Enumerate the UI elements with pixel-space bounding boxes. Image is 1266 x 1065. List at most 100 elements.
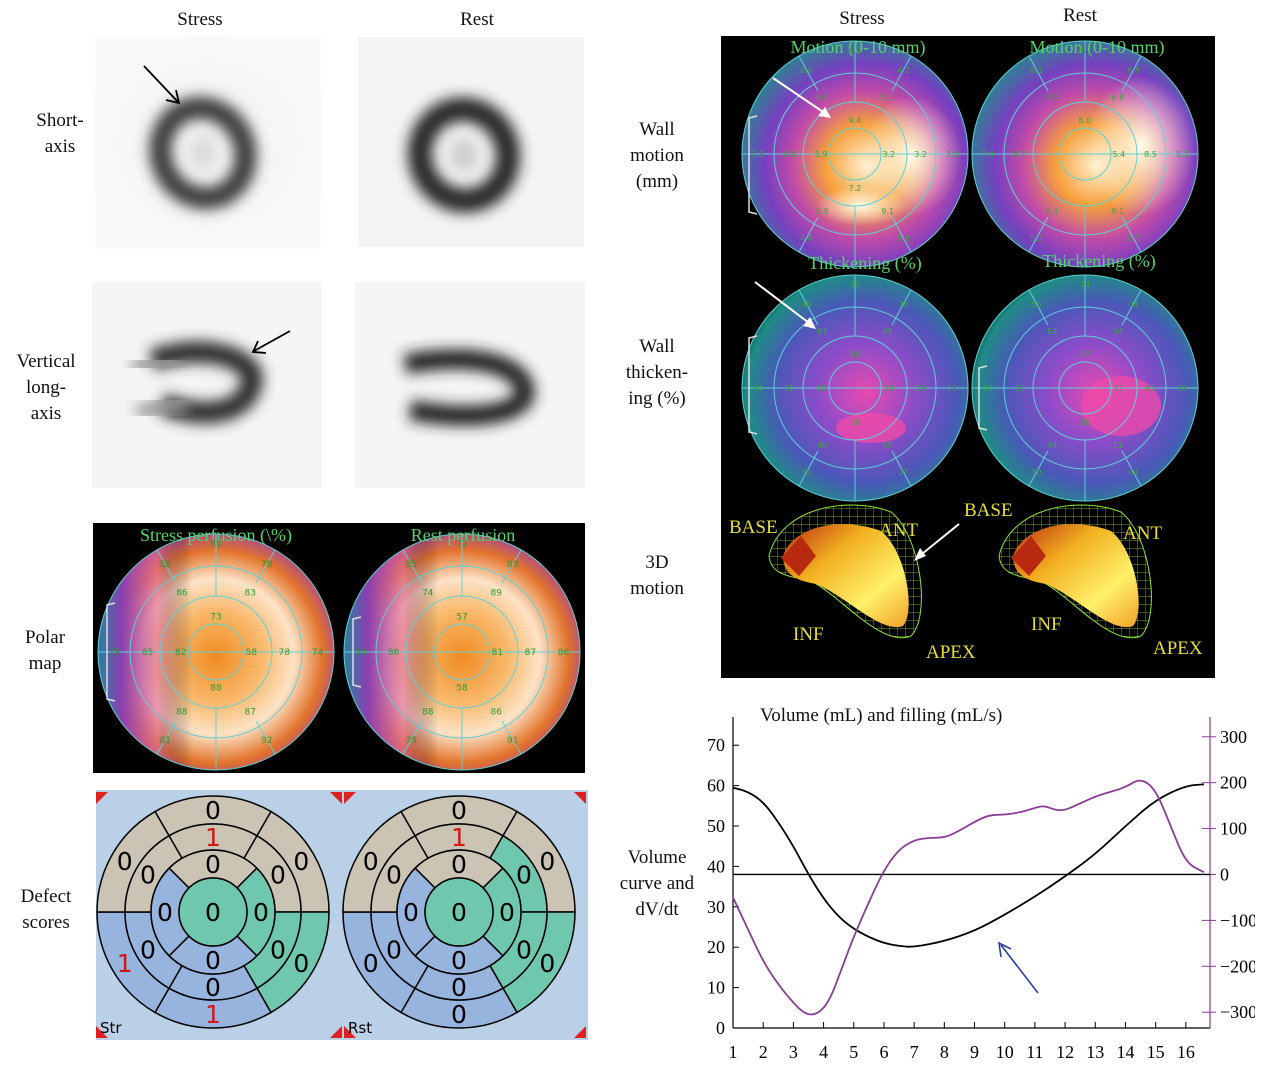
label-inf-stress: INF <box>793 624 824 645</box>
x-tick-label: 10 <box>996 1042 1014 1062</box>
polar-stress-value-14: 58 <box>246 648 258 658</box>
thickening-stress-value-13: 16 <box>850 350 860 359</box>
motion-stress-value-10: 5.9 <box>816 207 829 216</box>
y-right-tick-label: −300 <box>1220 1002 1255 1022</box>
defect-stress-score-7: 0 <box>270 861 286 890</box>
row-label-wall-thickening: Wall thicken-ing (%) <box>625 336 689 409</box>
defect-rest-score-11: 0 <box>386 861 402 890</box>
x-tick-label: 13 <box>1086 1042 1104 1062</box>
label-ant-stress: ANT <box>879 520 918 541</box>
defect-rest-score-0: 0 <box>451 796 467 825</box>
polar-rest-value-9: 86 <box>490 707 502 717</box>
motion-stress-value-6: 8.6 <box>800 66 813 75</box>
polar-rest-value-6: 85 <box>406 560 417 570</box>
motion-rest-value-13: 6.0 <box>1079 116 1092 125</box>
defect-rest-score-15: 0 <box>403 898 419 927</box>
polar-stress-value-5: 79 <box>109 648 121 658</box>
defect-stress-score-10: 0 <box>140 936 156 965</box>
x-tick-label: 16 <box>1177 1042 1195 1062</box>
thickening-rest-value-9: 11 <box>1113 441 1123 450</box>
x-tick-label: 15 <box>1147 1042 1165 1062</box>
defect-stress-score-12: 0 <box>205 850 221 879</box>
defect-stress-score-11: 0 <box>140 861 156 890</box>
thickening-stress-value-2: 13 <box>947 384 957 393</box>
motion-stress-value-16: 5.9 <box>815 150 828 159</box>
polar-stress-value-4: 81 <box>160 736 171 746</box>
defect-rest-score-3: 0 <box>451 1000 467 1029</box>
thickening-stress-value-3: 27 <box>899 468 909 477</box>
arrow-3d-stress <box>914 523 960 561</box>
label-apex-rest: APEX <box>1153 638 1203 659</box>
thickening-rest-value-2: 38 <box>1177 384 1187 393</box>
motion-rest-value-1: 8.8 <box>1127 66 1140 75</box>
polar-stress-value-3: 92 <box>261 736 272 746</box>
motion-rest-value-12: 9.5 <box>1046 93 1059 102</box>
thickening-rest-value-1: 34 <box>1129 300 1139 309</box>
motion-rest-value-6: 8.1 <box>1030 66 1043 75</box>
x-tick-label: 4 <box>819 1042 828 1062</box>
x-tick-label: 14 <box>1116 1042 1134 1062</box>
thickening-stress-value-4: 35 <box>801 468 811 477</box>
motion-rest-title: Motion (0-10 mm) <box>1030 37 1165 58</box>
heart-3d-stress <box>768 504 922 639</box>
thickening-rest-value-15: 16 <box>1080 418 1090 427</box>
defect-rest-score-12: 0 <box>451 850 467 879</box>
polar-stress-value-8: 78 <box>279 648 291 658</box>
row-label-short-axis: Short-axis <box>36 110 84 157</box>
motion-rest-value-7: 6.8 <box>1111 93 1124 102</box>
label-inf-rest: INF <box>1031 614 1062 635</box>
defect-rest-score-4: 0 <box>363 949 379 978</box>
volume-curve-line <box>732 783 1205 948</box>
defect-rest-score-14: 0 <box>451 946 467 975</box>
defect-rest-score-9: 0 <box>451 973 467 1002</box>
y-left-tick-label: 0 <box>716 1018 725 1038</box>
polar-stress-value-12: 86 <box>176 589 188 599</box>
thickening-stress-value-1: 26 <box>899 300 909 309</box>
defect-stress-score-1: 0 <box>293 847 309 876</box>
short-axis-stress-image <box>95 37 321 249</box>
defect-stress-label: Str <box>100 1019 122 1037</box>
chart-annotation-arrow <box>997 941 1039 994</box>
left-header-stress: Stress <box>177 9 223 30</box>
defect-stress-score-3: 1 <box>205 1000 221 1029</box>
row-label-wall-motion: Wall motion (mm) <box>630 119 684 192</box>
x-tick-label: 11 <box>1026 1042 1043 1062</box>
row-label-defect-scores: Defect scores <box>20 886 72 933</box>
row-label-vertical-long-axis: Vertical long-axis <box>16 351 76 424</box>
volume-chart: Volume (mL) and filling (mL/s) 0 10 20 30 40… <box>695 695 1255 1065</box>
polar-rest-value-5: 54 <box>355 648 367 658</box>
polar-rest-value-12: 74 <box>422 589 434 599</box>
label-apex-stress: APEX <box>926 642 976 663</box>
thickening-rest-value-0: 14 <box>1080 280 1090 289</box>
y-right-tick-label: −100 <box>1220 910 1255 930</box>
thickening-stress-value-14: 49 <box>884 384 894 393</box>
x-tick-label: 6 <box>879 1042 888 1062</box>
polar-rest-value-11: 86 <box>388 648 400 658</box>
thickening-rest-value-4: 30 <box>1031 468 1041 477</box>
thickening-stress-value-12: 67 <box>817 327 827 336</box>
motion-rest-value-10: 6.1 <box>1046 207 1059 216</box>
motion-stress-title: Motion (0-10 mm) <box>791 37 926 58</box>
x-tick-label: 12 <box>1056 1042 1074 1062</box>
chart-title: Volume (mL) and filling (mL/s) <box>760 705 1002 726</box>
motion-stress-value-12: 8.9 <box>816 93 829 102</box>
defect-rest-score-1: 0 <box>539 847 555 876</box>
thickening-rest-value-13: 47 <box>1080 350 1090 359</box>
motion-stress-value-5: 3.3 <box>751 150 764 159</box>
row-label-3d-motion: 3D motion <box>630 552 684 599</box>
defect-rest-score-8: 0 <box>516 936 532 965</box>
x-tick-label: 7 <box>910 1042 919 1062</box>
y-left-tick-label: 20 <box>707 937 725 957</box>
polar-rest-value-2: 86 <box>558 648 570 658</box>
y-left-tick-label: 40 <box>707 856 725 876</box>
thickening-stress-map <box>741 274 969 502</box>
x-tick-label: 9 <box>970 1042 979 1062</box>
x-tick-label: 1 <box>729 1042 738 1062</box>
motion-stress-value-7: 5.1 <box>881 93 894 102</box>
polar-stress-value-9: 87 <box>244 707 255 717</box>
row-label-volume-curve: Volume curve and dV/dt <box>619 847 695 920</box>
right-header-stress: Stress <box>839 8 885 29</box>
thickening-rest-value-8: 61 <box>1145 384 1155 393</box>
y-right-tick-label: −200 <box>1220 956 1255 976</box>
